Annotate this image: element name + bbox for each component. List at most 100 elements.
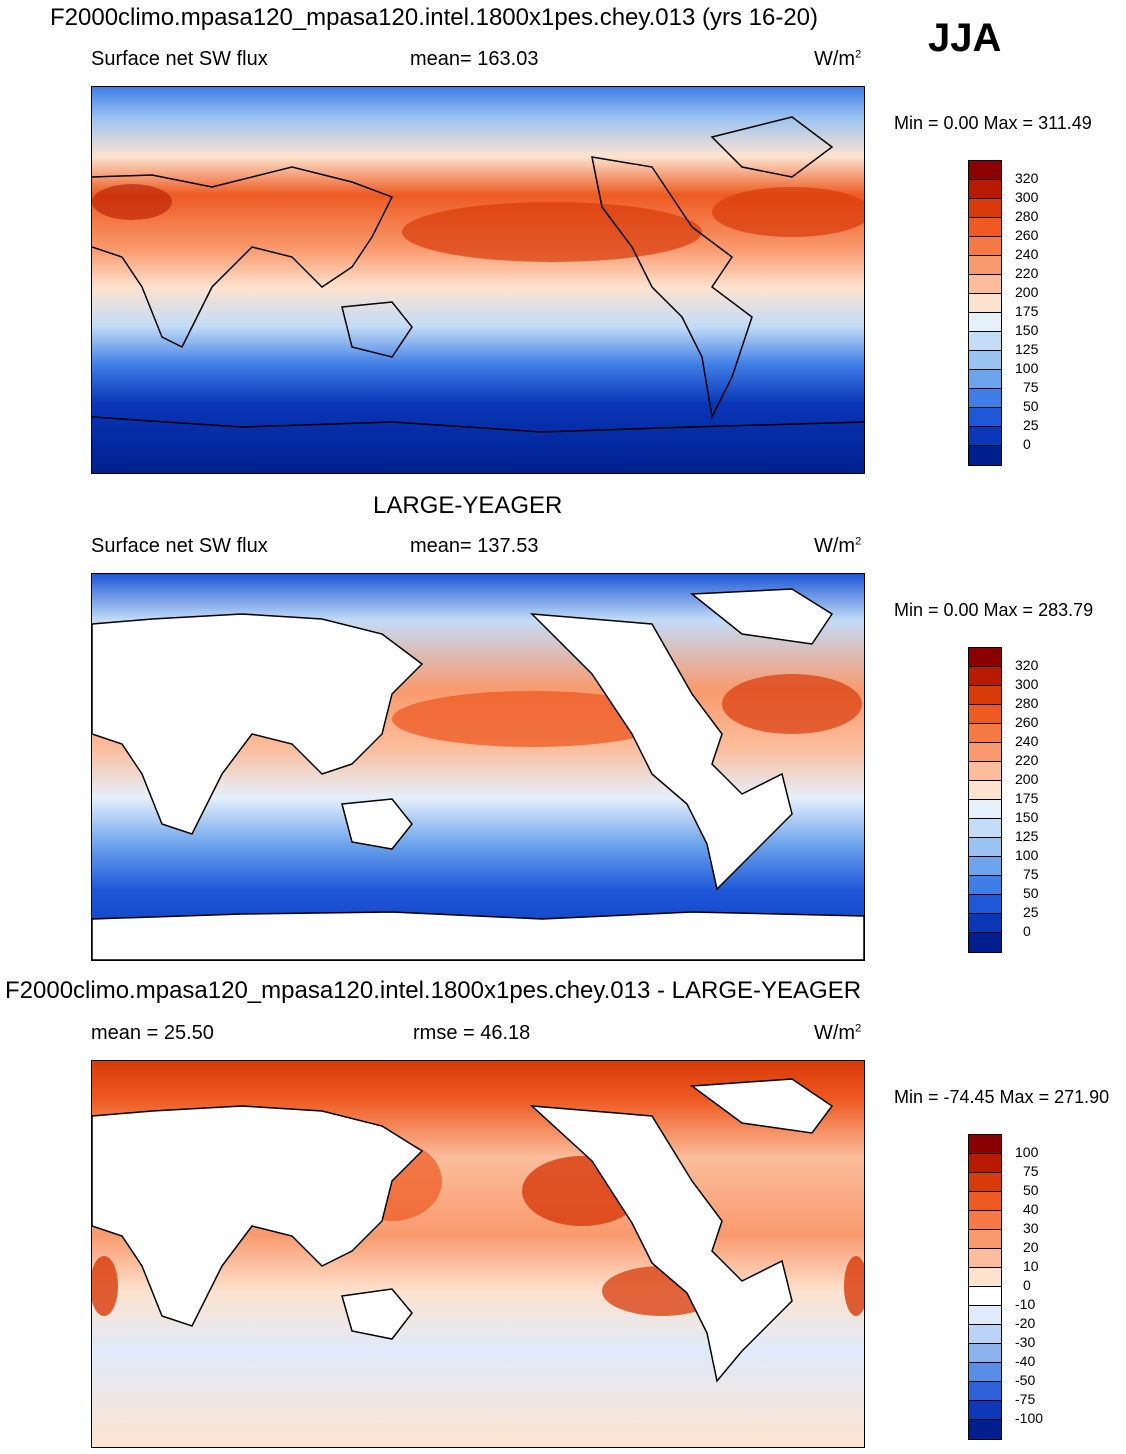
colorbar-cell	[969, 313, 1001, 332]
colorbar-cell	[969, 237, 1001, 256]
colorbar-cell	[969, 1306, 1001, 1325]
colorbar-cell	[969, 161, 1001, 180]
colorbar-tick-label: 240	[1015, 246, 1039, 262]
colorbar-tick-label: 20	[1023, 1239, 1039, 1255]
colorbar-cell	[969, 876, 1001, 895]
colorbar-tick-label: 25	[1023, 904, 1039, 920]
colorbar-tick-label: 50	[1023, 398, 1039, 414]
colorbar-tick-label: 150	[1015, 809, 1039, 825]
colorbar-cell	[969, 1401, 1001, 1420]
colorbar-tick-label: 300	[1015, 189, 1039, 205]
panel1-colorbar	[968, 160, 1002, 466]
colorbar-cell	[969, 1192, 1001, 1211]
colorbar-cell	[969, 218, 1001, 237]
colorbar-cell	[969, 1268, 1001, 1287]
colorbar-tick-label: 50	[1023, 885, 1039, 901]
colorbar-cell	[969, 705, 1001, 724]
panel2-title: LARGE-YEAGER	[373, 492, 563, 519]
panel1-map	[91, 86, 865, 474]
panel3-rmse-label: rmse = 46.18	[413, 1022, 531, 1044]
colorbar-cell	[969, 724, 1001, 743]
colorbar-tick-label: 75	[1023, 379, 1039, 395]
colorbar-cell	[969, 648, 1001, 667]
colorbar-tick-label: 75	[1023, 1163, 1039, 1179]
colorbar-tick-label: -100	[1015, 1410, 1044, 1426]
colorbar-cell	[969, 800, 1001, 819]
colorbar-cell	[969, 351, 1001, 370]
colorbar-cell	[969, 275, 1001, 294]
panel3-units: W/m2	[814, 1022, 862, 1044]
colorbar-cell	[969, 1211, 1001, 1230]
colorbar-cell	[969, 838, 1001, 857]
panel1-mean-label: mean= 163.03	[410, 48, 539, 70]
colorbar-tick-label: 75	[1023, 866, 1039, 882]
colorbar-tick-label: 175	[1015, 790, 1039, 806]
panel3-minmax: Min = -74.45 Max = 271.90	[894, 1087, 1110, 1107]
colorbar-cell	[969, 389, 1001, 408]
colorbar-cell	[969, 1173, 1001, 1192]
colorbar-tick-label: 0	[1023, 436, 1031, 452]
colorbar-tick-label: 125	[1015, 828, 1039, 844]
panel1-variable-label: Surface net SW flux	[91, 48, 268, 70]
main-title: F2000climo.mpasa120_mpasa120.intel.1800x…	[50, 4, 819, 31]
colorbar-cell	[969, 1363, 1001, 1382]
panel2-minmax: Min = 0.00 Max = 283.79	[894, 600, 1094, 620]
colorbar-cell	[969, 256, 1001, 275]
colorbar-cell	[969, 743, 1001, 762]
colorbar-cell	[969, 1230, 1001, 1249]
colorbar-cell	[969, 819, 1001, 838]
panel2-colorbar	[968, 647, 1002, 953]
colorbar-tick-label: 25	[1023, 417, 1039, 433]
colorbar-cell	[969, 781, 1001, 800]
colorbar-cell	[969, 1420, 1001, 1439]
colorbar-cell	[969, 895, 1001, 914]
colorbar-tick-label: 300	[1015, 676, 1039, 692]
panel2-variable-label: Surface net SW flux	[91, 535, 268, 557]
colorbar-cell	[969, 427, 1001, 446]
colorbar-tick-label: 150	[1015, 322, 1039, 338]
colorbar-tick-label: 100	[1015, 847, 1039, 863]
colorbar-tick-label: -30	[1015, 1334, 1036, 1350]
colorbar-cell	[969, 1135, 1001, 1154]
colorbar-tick-label: 320	[1015, 170, 1039, 186]
colorbar-cell	[969, 1325, 1001, 1344]
panel3-map	[91, 1060, 865, 1448]
colorbar-cell	[969, 1287, 1001, 1306]
colorbar-cell	[969, 1344, 1001, 1363]
colorbar-cell	[969, 408, 1001, 427]
colorbar-tick-label: 280	[1015, 695, 1039, 711]
colorbar-tick-label: 100	[1015, 1144, 1039, 1160]
colorbar-tick-label: 50	[1023, 1182, 1039, 1198]
panel2-units: W/m2	[814, 535, 862, 557]
colorbar-tick-label: 260	[1015, 227, 1039, 243]
colorbar-cell	[969, 762, 1001, 781]
colorbar-tick-label: 220	[1015, 265, 1039, 281]
colorbar-tick-label: 220	[1015, 752, 1039, 768]
colorbar-tick-label: 10	[1023, 1258, 1039, 1274]
colorbar-tick-label: 100	[1015, 360, 1039, 376]
colorbar-cell	[969, 667, 1001, 686]
colorbar-tick-label: 175	[1015, 303, 1039, 319]
panel2-map	[91, 573, 865, 961]
panel1-units: W/m2	[814, 48, 862, 70]
colorbar-cell	[969, 933, 1001, 952]
colorbar-tick-label: 260	[1015, 714, 1039, 730]
colorbar-cell	[969, 1154, 1001, 1173]
colorbar-tick-label: -50	[1015, 1372, 1036, 1388]
colorbar-cell	[969, 180, 1001, 199]
colorbar-cell	[969, 1249, 1001, 1268]
panel1-minmax: Min = 0.00 Max = 311.49	[894, 113, 1092, 133]
colorbar-cell	[969, 686, 1001, 705]
colorbar-tick-label: 125	[1015, 341, 1039, 357]
panel3-mean-label: mean = 25.50	[91, 1022, 214, 1044]
panel3-title: F2000climo.mpasa120_mpasa120.intel.1800x…	[5, 977, 862, 1004]
panel2-mean-label: mean= 137.53	[410, 535, 539, 557]
colorbar-cell	[969, 1382, 1001, 1401]
colorbar-cell	[969, 914, 1001, 933]
colorbar-cell	[969, 294, 1001, 313]
colorbar-cell	[969, 370, 1001, 389]
colorbar-cell	[969, 332, 1001, 351]
colorbar-tick-label: -20	[1015, 1315, 1036, 1331]
colorbar-cell	[969, 199, 1001, 218]
colorbar-tick-label: -10	[1015, 1296, 1036, 1312]
